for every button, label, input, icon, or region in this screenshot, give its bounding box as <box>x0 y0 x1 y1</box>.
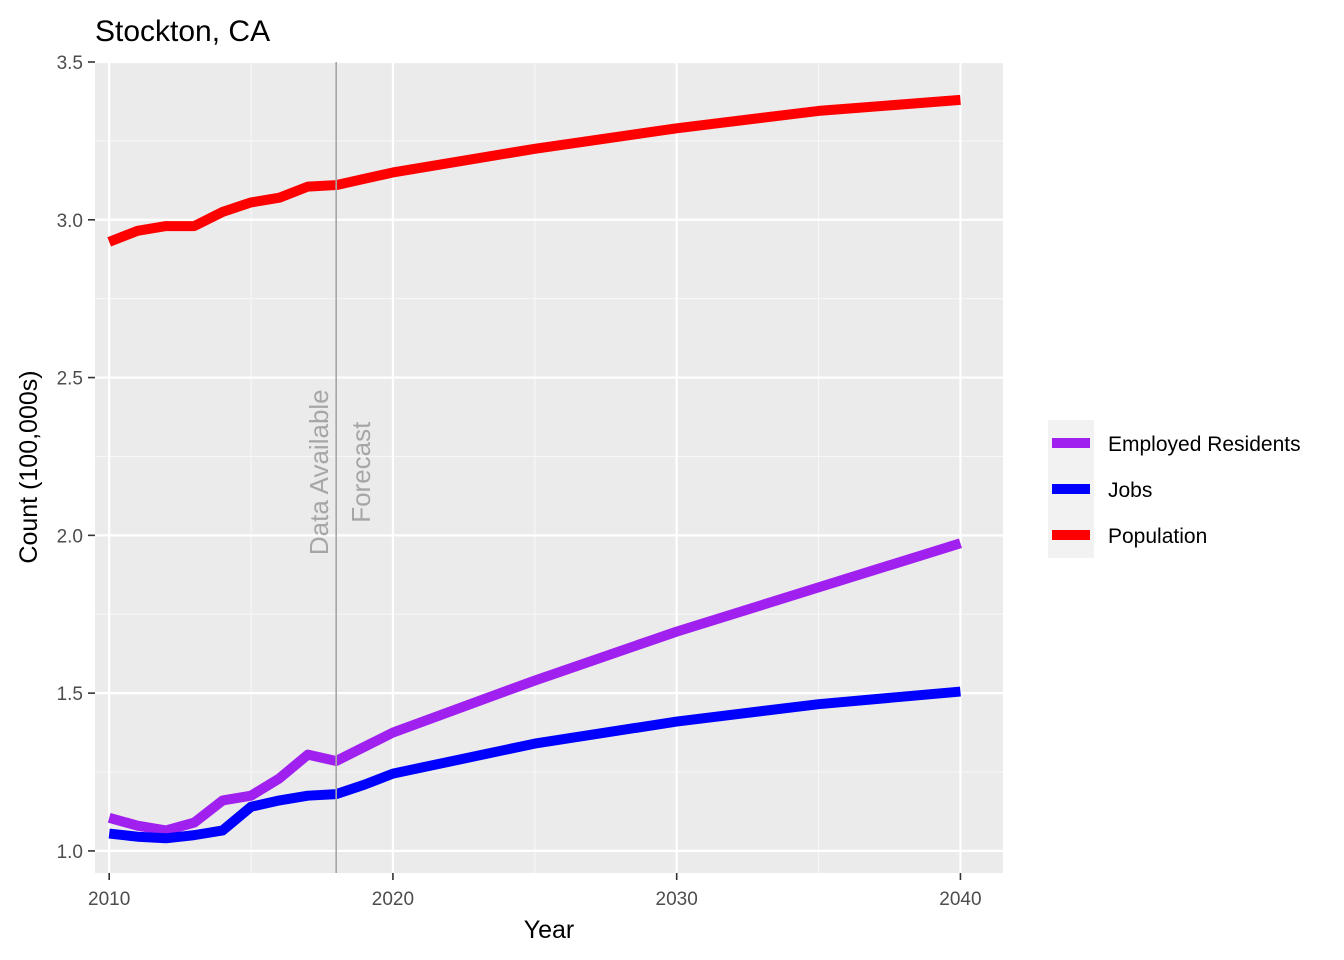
y-axis-title: Count (100,000s) <box>15 370 43 563</box>
data-available-annotation: Data Available <box>304 389 334 555</box>
y-tick-label: 3.0 <box>57 211 83 232</box>
x-tick-label: 2040 <box>939 889 981 910</box>
legend-label: Jobs <box>1108 479 1152 502</box>
y-tick-label: 2.5 <box>57 369 83 390</box>
legend: Employed Residents Jobs Population <box>1048 420 1301 558</box>
legend-label: Population <box>1108 525 1207 548</box>
chart-title: Stockton, CA <box>95 15 270 48</box>
series-line-population <box>107 94 961 247</box>
forecast-annotation: Forecast <box>346 421 376 523</box>
x-tick-label: 2020 <box>372 889 414 910</box>
grid-minor <box>95 62 1003 873</box>
series-line-jobs <box>108 686 961 844</box>
series-layer <box>107 94 962 844</box>
y-tick-label: 3.5 <box>57 53 83 74</box>
y-tick-label: 1.5 <box>57 684 83 705</box>
series-line-employed-residents <box>107 538 962 836</box>
y-tick-label: 1.0 <box>57 842 83 863</box>
y-axis: 1.0 1.5 2.0 2.5 3.0 3.5 <box>57 53 95 863</box>
plot-panel <box>95 62 1003 873</box>
y-tick-label: 2.0 <box>57 526 83 547</box>
x-tick-label: 2030 <box>656 889 698 910</box>
x-axis-title: Year <box>524 916 575 944</box>
x-axis: 2010 2020 2030 2040 <box>88 873 982 910</box>
legend-label: Employed Residents <box>1108 433 1301 456</box>
x-tick-label: 2010 <box>88 889 130 910</box>
